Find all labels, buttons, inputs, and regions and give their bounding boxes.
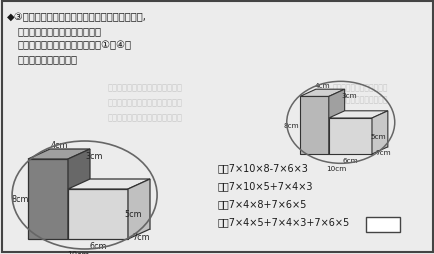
Polygon shape [299, 97, 328, 154]
Text: 7cm: 7cm [374, 150, 390, 156]
Text: ここに屏調数の授業の解法がある: ここに屏調数の授業の解法がある [107, 113, 182, 122]
Text: 10cm: 10cm [325, 165, 345, 171]
Text: ここに屏調数の答案がある: ここに屏調数の答案がある [332, 83, 387, 92]
Polygon shape [68, 149, 90, 239]
Text: ⓐ　7×10×8-7×6×3: ⓐ 7×10×8-7×6×3 [217, 162, 308, 172]
Polygon shape [68, 189, 128, 239]
Text: 5cm: 5cm [369, 133, 385, 139]
Text: 8cm: 8cm [283, 123, 298, 129]
Polygon shape [68, 179, 150, 189]
Polygon shape [28, 159, 68, 239]
Text: 4cm: 4cm [314, 83, 329, 89]
Text: ここに屏調数の課題の解法がある: ここに屏調数の課題の解法がある [107, 98, 182, 107]
Polygon shape [28, 149, 90, 159]
Polygon shape [128, 179, 150, 239]
Text: ここに屏調数の解法の答案がある: ここに屏調数の解法の答案がある [107, 83, 182, 92]
Text: 3cm: 3cm [341, 92, 357, 98]
Text: 4cm: 4cm [50, 141, 68, 150]
Text: 10cm: 10cm [66, 249, 89, 254]
Text: 5cm: 5cm [124, 210, 141, 219]
Polygon shape [328, 111, 387, 119]
Bar [365, 217, 399, 232]
Text: ⓓ　7×4×5+7×4×3+7×6×5: ⓓ 7×4×5+7×4×3+7×6×5 [217, 216, 349, 226]
Polygon shape [328, 90, 344, 154]
Text: 下のように分けて考えました。: 下のように分けて考えました。 [18, 26, 102, 36]
Polygon shape [328, 119, 371, 154]
Text: ◆③　まさるさんは右の形の体積を求めるために,: ◆③ まさるさんは右の形の体積を求めるために, [7, 12, 147, 22]
Text: 8cm: 8cm [11, 195, 29, 204]
Text: 7cm: 7cm [132, 233, 149, 242]
Text: 中から選びましょう。: 中から選びましょう。 [18, 54, 78, 64]
Text: 6cm: 6cm [342, 157, 357, 163]
Text: ⓒ　7×4×8+7×6×5: ⓒ 7×4×8+7×6×5 [217, 198, 307, 208]
Text: 6cm: 6cm [89, 242, 106, 250]
Text: 3cm: 3cm [85, 152, 102, 161]
Text: まさるさんの考えに合う式を①～④の: まさるさんの考えに合う式を①～④の [18, 40, 132, 50]
Text: ここに屏調数の解法がある: ここに屏調数の解法がある [332, 95, 387, 104]
Polygon shape [371, 111, 387, 154]
Text: ⓑ　7×10×5+7×4×3: ⓑ 7×10×5+7×4×3 [217, 180, 313, 190]
Polygon shape [299, 90, 344, 97]
